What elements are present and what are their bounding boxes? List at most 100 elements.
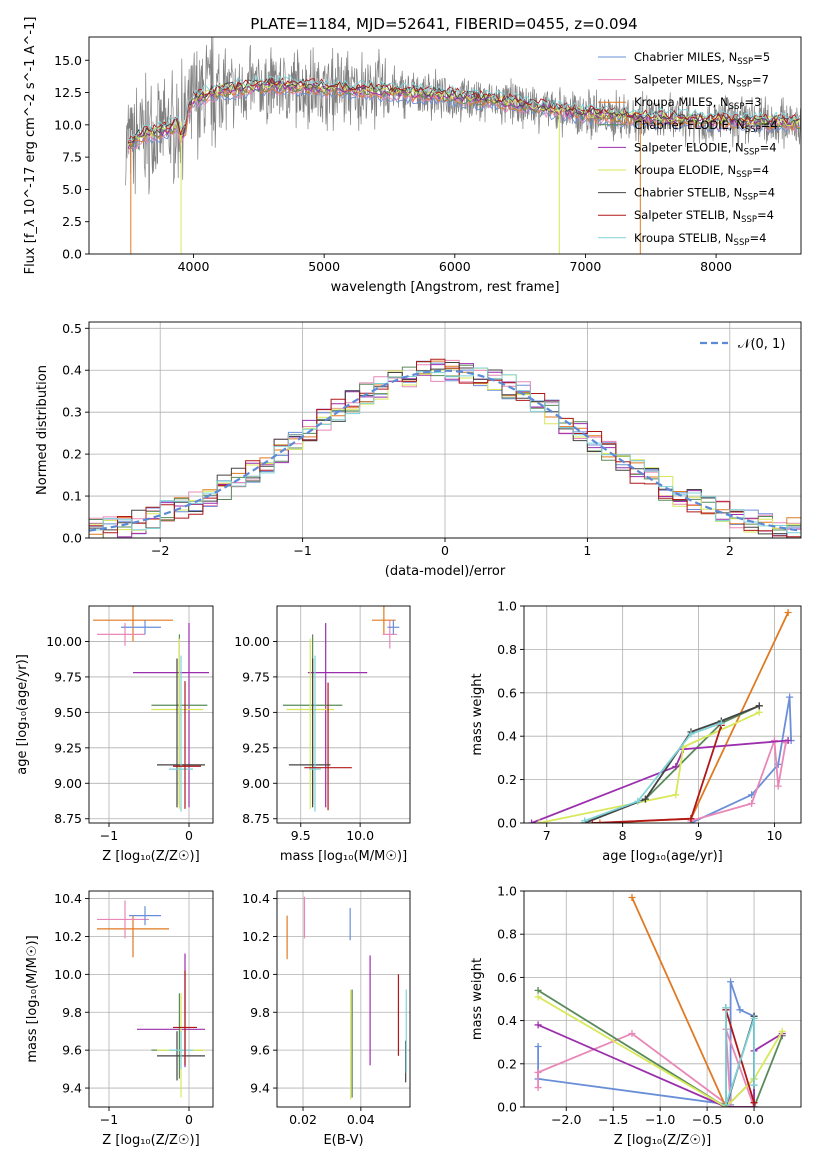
y-tick-label: 0.8 <box>497 642 517 657</box>
weight-marker <box>778 1027 786 1035</box>
legend-label: Salpeter STELIB, NSSP=4 <box>634 208 774 225</box>
weight-marker <box>755 708 763 716</box>
age_vs_Z-axes: −1 0 8.75 9.00 9.25 9.50 9.75 10.00 Z [log₁₀(Z/Z… <box>15 605 214 864</box>
weight-series-line <box>537 1024 783 1107</box>
legend-label: Chabrier ELODIE, NSSP=4 <box>634 118 778 135</box>
model-spectrum-line <box>127 85 801 153</box>
x-tick-label: 10.0 <box>346 828 374 843</box>
weight-marker <box>534 1021 542 1029</box>
legend-nssp-subscript: SSP <box>742 193 758 203</box>
y-axis-label: age [log₁₀(age/yr)] <box>15 654 30 775</box>
weight-marker <box>628 893 636 901</box>
legend-label: 𝒩(0, 1) <box>738 337 785 352</box>
x-axis-label: age [log₁₀(age/yr)] <box>602 849 723 864</box>
legend-nssp-subscript: SSP <box>744 147 760 157</box>
legend-nssp-subscript: SSP <box>737 57 753 67</box>
legend-series-name: Chabrier STELIB <box>634 186 726 200</box>
legend-series-name: Chabrier MILES <box>634 50 721 64</box>
weight_vs_Z-plot-area <box>534 893 786 1107</box>
gaussian-reference-line <box>89 369 801 532</box>
legend-nssp-subscript: SSP <box>736 170 752 180</box>
y-tick-label: 5.0 <box>62 182 82 197</box>
legend-label: Kroupa STELIB, NSSP=4 <box>634 231 766 248</box>
legend-nssp-prefix: , N <box>726 186 742 200</box>
age_vs_mass-panel: 9.5 10.0 8.75 9.00 9.25 9.50 9.75 10.00 mass [lo… <box>234 605 411 864</box>
y-tick-label: 10.2 <box>242 929 270 944</box>
weight-series-line <box>599 612 789 823</box>
weight-marker <box>534 1084 542 1092</box>
y-tick-label: 10.0 <box>54 117 82 132</box>
y-tick-label: 10.4 <box>54 891 82 906</box>
x-axis-label: mass [log₁₀(M/M☉)] <box>280 849 407 864</box>
age_vs_Z-panel: −1 0 8.75 9.00 9.25 9.50 9.75 10.00 Z [log₁₀(Z/Z… <box>15 605 214 864</box>
y-tick-label: 9.00 <box>54 776 82 791</box>
y-tick-label: 0.0 <box>62 531 82 546</box>
y-tick-label: 7.5 <box>62 150 82 165</box>
x-axis-label: E(B-V) <box>323 1133 363 1148</box>
x-tick-label: 5000 <box>308 259 340 274</box>
y-tick-label: 9.8 <box>250 1005 270 1020</box>
weight-series-line <box>531 739 789 823</box>
weight_vs_age-plot-area <box>528 609 795 823</box>
legend-nssp-prefix: , N <box>729 118 745 132</box>
axes-frame <box>523 605 802 824</box>
weight-marker <box>748 799 756 807</box>
weight-series-line <box>539 711 760 823</box>
y-tick-label: 8.75 <box>242 811 270 826</box>
legend-label: Salpeter MILES, NSSP=7 <box>634 73 769 90</box>
y-tick-label: 9.25 <box>242 740 270 755</box>
legend-nssp-value: =4 <box>760 140 777 154</box>
x-tick-label: −1.5 <box>598 1112 628 1127</box>
age_vs_mass-axes: 9.5 10.0 8.75 9.00 9.25 9.50 9.75 10.00 mass [lo… <box>234 605 411 864</box>
y-tick-label: 1.0 <box>497 599 517 614</box>
y-axis-label: mass [log₁₀(M/M☉)] <box>25 935 40 1062</box>
x-tick-label: 2 <box>726 543 734 558</box>
weight-series-line <box>631 897 755 1107</box>
y-tick-label: 15.0 <box>54 53 82 68</box>
weight-series-line <box>537 1028 755 1107</box>
residual-histogram <box>89 367 801 538</box>
legend-label: Kroupa ELODIE, NSSP=4 <box>634 163 769 180</box>
y-tick-label: 8.75 <box>54 811 82 826</box>
weight-marker <box>534 993 542 1001</box>
legend-series-name: Kroupa STELIB <box>634 231 718 245</box>
x-tick-label: 7 <box>543 828 551 843</box>
y-tick-label: 0.2 <box>62 447 82 462</box>
legend-nssp-subscript: SSP <box>734 238 750 248</box>
legend-nssp-value: =4 <box>758 186 775 200</box>
weight-marker <box>687 815 695 823</box>
x-tick-label: −1 <box>100 1112 118 1127</box>
weight-marker <box>750 1014 758 1022</box>
x-tick-label: 0.02 <box>289 1112 317 1127</box>
weight-series-line <box>690 740 787 822</box>
residuals-plot-area <box>89 358 801 538</box>
x-tick-label: 0.04 <box>347 1112 375 1127</box>
legend-nssp-subscript: SSP <box>736 80 752 90</box>
x-tick-label: −1.0 <box>645 1112 675 1127</box>
weight-marker <box>528 819 536 823</box>
y-tick-label: 10.0 <box>242 967 270 982</box>
x-tick-label: 0 <box>441 543 449 558</box>
weight-marker <box>784 737 792 745</box>
legend-label: Kroupa MILES, NSSP=3 <box>634 95 761 112</box>
legend-nssp-prefix: , N <box>728 140 744 154</box>
y-tick-label: 9.8 <box>62 1005 82 1020</box>
legend-series-name: Salpeter ELODIE <box>634 140 728 154</box>
y-axis-label: Normed distribution <box>35 365 50 495</box>
legend-label: Salpeter ELODIE, NSSP=4 <box>634 140 777 157</box>
age_vs_Z-plot-area <box>93 606 209 812</box>
mass_vs_Z-plot-area <box>97 900 205 1098</box>
y-tick-label: 10.00 <box>46 634 82 649</box>
age_vs_mass-plot-area <box>282 606 400 812</box>
legend-nssp-value: =4 <box>752 163 769 177</box>
x-tick-label: −2 <box>151 543 169 558</box>
y-tick-label: 9.50 <box>242 705 270 720</box>
weight-series-line <box>725 1007 755 1106</box>
legend-nssp-prefix: , N <box>725 208 741 222</box>
residuals-axes: −2 −1 0 1 2 0.0 0.1 0.2 0.3 0.4 0.5 (data-model)/er… <box>35 321 802 579</box>
weight_vs_age-panel: 7 8 9 10 0.0 0.2 0.4 0.6 0.8 1.0 age [log₁₀(age/yr… <box>470 599 802 864</box>
y-axis-label: Flux [f_λ 10^-17 erg cm^-2 s^-1 A^-1] <box>23 17 38 275</box>
x-tick-label: 1 <box>583 543 591 558</box>
